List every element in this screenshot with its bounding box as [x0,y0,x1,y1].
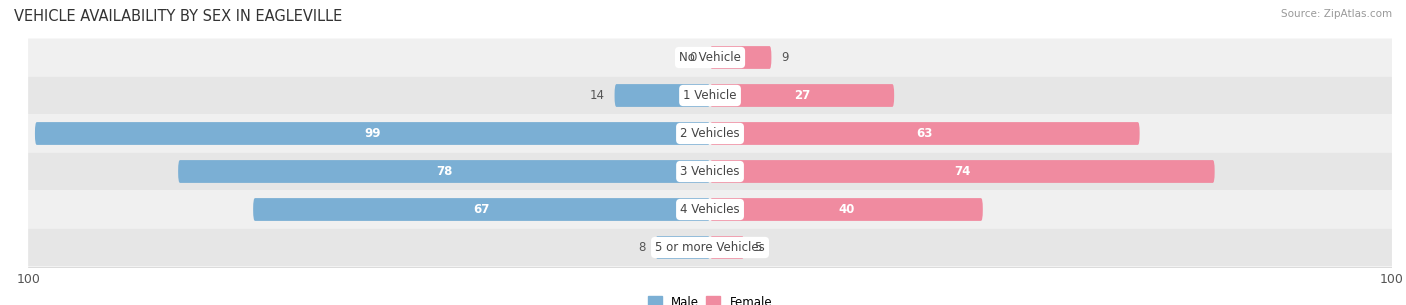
FancyBboxPatch shape [28,152,1392,191]
FancyBboxPatch shape [28,191,1392,228]
Text: 4 Vehicles: 4 Vehicles [681,203,740,216]
Text: 5: 5 [755,241,762,254]
Text: 8: 8 [638,241,645,254]
Text: 67: 67 [474,203,489,216]
FancyBboxPatch shape [614,84,710,107]
Text: Source: ZipAtlas.com: Source: ZipAtlas.com [1281,9,1392,19]
FancyBboxPatch shape [179,160,710,183]
FancyBboxPatch shape [710,160,1215,183]
FancyBboxPatch shape [710,236,744,259]
Text: 0: 0 [689,51,696,64]
FancyBboxPatch shape [28,228,1392,267]
Text: 40: 40 [838,203,855,216]
Text: 78: 78 [436,165,453,178]
FancyBboxPatch shape [35,122,710,145]
FancyBboxPatch shape [28,38,1392,77]
Text: 99: 99 [364,127,381,140]
Text: 1 Vehicle: 1 Vehicle [683,89,737,102]
Text: 2 Vehicles: 2 Vehicles [681,127,740,140]
FancyBboxPatch shape [710,122,1140,145]
Text: No Vehicle: No Vehicle [679,51,741,64]
Text: 74: 74 [955,165,970,178]
Text: 27: 27 [794,89,810,102]
FancyBboxPatch shape [655,236,710,259]
Text: 14: 14 [589,89,605,102]
Text: 3 Vehicles: 3 Vehicles [681,165,740,178]
Legend: Male, Female: Male, Female [643,291,778,305]
FancyBboxPatch shape [253,198,710,221]
Text: VEHICLE AVAILABILITY BY SEX IN EAGLEVILLE: VEHICLE AVAILABILITY BY SEX IN EAGLEVILL… [14,9,342,24]
FancyBboxPatch shape [710,84,894,107]
FancyBboxPatch shape [710,46,772,69]
FancyBboxPatch shape [28,114,1392,152]
FancyBboxPatch shape [710,198,983,221]
Text: 5 or more Vehicles: 5 or more Vehicles [655,241,765,254]
FancyBboxPatch shape [28,77,1392,114]
Text: 9: 9 [782,51,789,64]
Text: 63: 63 [917,127,934,140]
